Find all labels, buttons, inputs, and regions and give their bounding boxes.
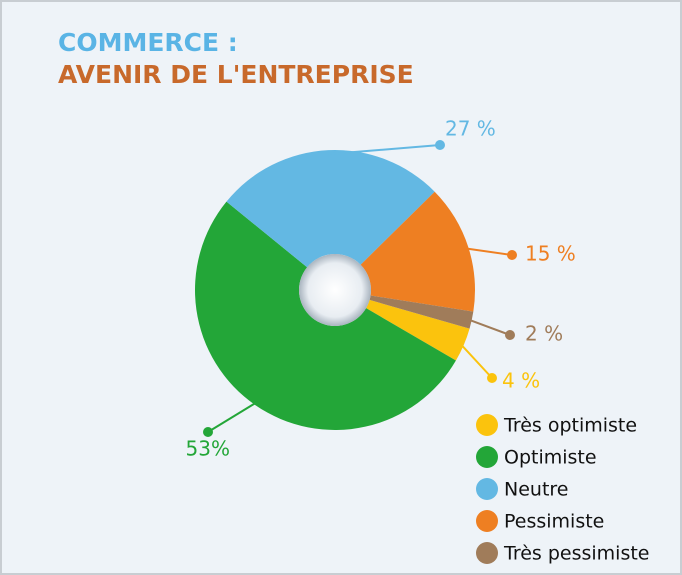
donut-segment: [369, 295, 474, 329]
leader-dot: [203, 427, 213, 437]
legend-swatch: [476, 542, 498, 564]
data-label: 53%: [186, 437, 230, 461]
donut-segment: [226, 149, 435, 268]
chart-subtitle: AVENIR DE L'ENTREPRISE: [58, 60, 414, 89]
chart-title: COMMERCE :: [58, 28, 238, 57]
data-label: 27 %: [445, 117, 496, 141]
donut-segment: [360, 191, 475, 312]
leader-dot: [487, 373, 497, 383]
data-label: 4 %: [502, 369, 540, 393]
leader-dot: [505, 330, 515, 340]
legend-swatch: [476, 478, 498, 500]
leader-dot: [435, 140, 445, 150]
legend-label: Pessimiste: [504, 511, 604, 533]
leader-dot: [507, 250, 517, 260]
legend-label: Très pessimiste: [503, 543, 650, 565]
legend-label: Optimiste: [504, 447, 597, 469]
donut-segment: [194, 201, 456, 431]
leader-line: [328, 144, 441, 156]
leader-line: [207, 400, 259, 433]
leader-line: [467, 318, 511, 336]
legend-swatch: [476, 414, 498, 436]
leader-line: [464, 247, 513, 256]
legend-swatch: [476, 446, 498, 468]
leader-line: [459, 342, 493, 379]
donut-segment: [366, 299, 470, 361]
donut-hole: [299, 254, 371, 326]
legend-label: Neutre: [504, 479, 568, 501]
data-label: 15 %: [525, 242, 576, 266]
legend-swatch: [476, 510, 498, 532]
legend-label: Très optimiste: [503, 415, 637, 437]
data-label: 2 %: [525, 322, 563, 346]
